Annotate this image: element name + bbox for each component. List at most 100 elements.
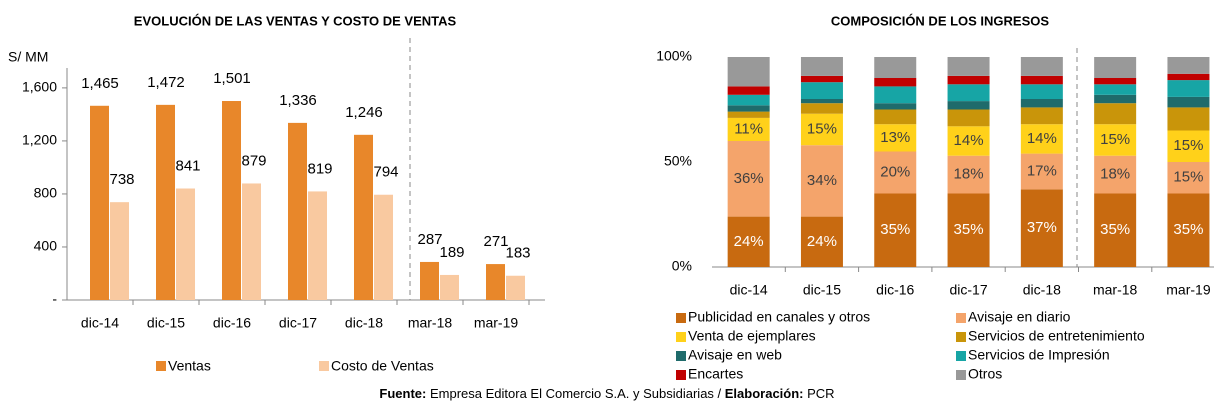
bar-segment <box>1020 189 1063 267</box>
bar-segment <box>800 145 843 217</box>
legend-swatch <box>956 313 966 323</box>
x-tick-label: dic-14 <box>730 282 768 298</box>
x-tick-label: dic-16 <box>213 315 251 331</box>
bar-segment <box>874 57 917 78</box>
y-tick-label: 50% <box>664 153 692 169</box>
bar-segment <box>947 84 990 102</box>
source-label: Fuente: <box>379 386 427 401</box>
bar <box>110 202 129 300</box>
data-label: 189 <box>439 244 464 261</box>
data-label: 14% <box>1027 130 1057 147</box>
bar <box>506 275 525 300</box>
bar-segment <box>727 94 770 106</box>
data-label: 18% <box>954 166 984 183</box>
data-label: 1,472 <box>147 74 185 91</box>
legend-label: Venta de ejemplares <box>688 328 816 344</box>
data-label: 24% <box>807 233 837 250</box>
bar-segment <box>1020 107 1063 125</box>
bar-segment <box>727 117 770 141</box>
legend-label: Servicios de Impresión <box>968 347 1110 363</box>
chart-title: COMPOSICIÓN DE LOS INGRESOS <box>831 13 1049 28</box>
data-label: 1,336 <box>279 92 317 109</box>
bar-segment <box>874 103 917 110</box>
bar-segment <box>947 109 990 127</box>
bar <box>242 183 261 300</box>
x-tick-label: mar-19 <box>474 315 519 331</box>
bar <box>156 104 175 300</box>
chart-title: EVOLUCIÓN DE LAS VENTAS Y COSTO DE VENTA… <box>134 13 457 28</box>
y-tick-label: - <box>52 291 57 307</box>
y-tick-label: 100% <box>656 48 692 64</box>
bar-segment <box>947 193 990 267</box>
data-label: 17% <box>1027 162 1057 179</box>
bar-segment <box>947 101 990 110</box>
y-tick-label: 1,600 <box>22 79 57 95</box>
bar-segment <box>1020 153 1063 190</box>
bar-segment <box>947 57 990 76</box>
source-text: Empresa Editora El Comercio S.A. y Subsi… <box>426 386 725 401</box>
data-label: 819 <box>307 160 332 177</box>
data-label: 15% <box>1173 169 1203 186</box>
data-label: 11% <box>734 120 763 137</box>
data-label: 794 <box>373 164 398 181</box>
data-label: 24% <box>734 233 764 250</box>
legend-swatch <box>676 313 686 323</box>
data-label: 183 <box>505 245 530 262</box>
source-label: Elaboración: <box>724 386 804 401</box>
x-tick-label: dic-18 <box>345 315 383 331</box>
bar-segment <box>874 86 917 104</box>
source-text: PCR <box>803 386 835 401</box>
bar-segment <box>874 109 917 125</box>
x-tick-label: mar-19 <box>1166 282 1211 298</box>
bar <box>440 274 459 300</box>
y-axis-label: S/ MM <box>8 49 48 65</box>
bar <box>90 105 109 300</box>
x-tick-label: mar-18 <box>408 315 453 331</box>
bar <box>288 122 307 300</box>
bar-segment <box>1020 99 1063 108</box>
bar-segment <box>1167 57 1210 74</box>
legend-swatch <box>956 351 966 361</box>
bar-segment <box>874 193 917 267</box>
y-tick-label: 800 <box>34 185 58 201</box>
bar-segment <box>1167 96 1210 108</box>
data-label: 34% <box>807 172 837 189</box>
bar-segment <box>1167 107 1210 131</box>
bar-segment <box>1167 193 1210 267</box>
bar-segment <box>1020 57 1063 76</box>
bar-segment <box>727 57 770 87</box>
legend-label: Ventas <box>168 358 211 374</box>
source-note: Fuente: Empresa Editora El Comercio S.A.… <box>0 386 1214 401</box>
legend-swatch <box>676 370 686 380</box>
data-label: 35% <box>1173 221 1203 238</box>
data-label: 1,501 <box>213 70 251 87</box>
data-label: 36% <box>734 170 764 187</box>
data-label: 35% <box>954 221 984 238</box>
legend-label: Otros <box>968 366 1002 382</box>
bar-segment <box>1167 80 1210 97</box>
bar-segment <box>800 82 843 99</box>
x-tick-label: dic-14 <box>81 315 119 331</box>
legend-label: Costo de Ventas <box>331 358 434 374</box>
y-tick-label: 0% <box>672 258 692 274</box>
bar-segment <box>1094 155 1137 194</box>
data-label: 35% <box>880 221 910 238</box>
legend-label: Avisaje en web <box>688 347 782 363</box>
data-label: 879 <box>241 152 266 169</box>
bar-segment <box>1020 124 1063 154</box>
bar-segment <box>947 75 990 85</box>
bar-segment <box>800 113 843 146</box>
data-label: 18% <box>1100 166 1130 183</box>
bar-segment <box>800 57 843 76</box>
data-label: 1,246 <box>345 104 383 121</box>
legend-swatch <box>676 351 686 361</box>
data-label: 15% <box>1100 131 1130 148</box>
data-label: 1,465 <box>81 75 119 92</box>
legend-swatch <box>956 370 966 380</box>
data-label: 14% <box>954 132 984 149</box>
data-label: 15% <box>807 120 837 137</box>
bar-segment <box>727 111 770 118</box>
x-tick-label: dic-17 <box>279 315 317 331</box>
x-tick-label: mar-18 <box>1093 282 1138 298</box>
